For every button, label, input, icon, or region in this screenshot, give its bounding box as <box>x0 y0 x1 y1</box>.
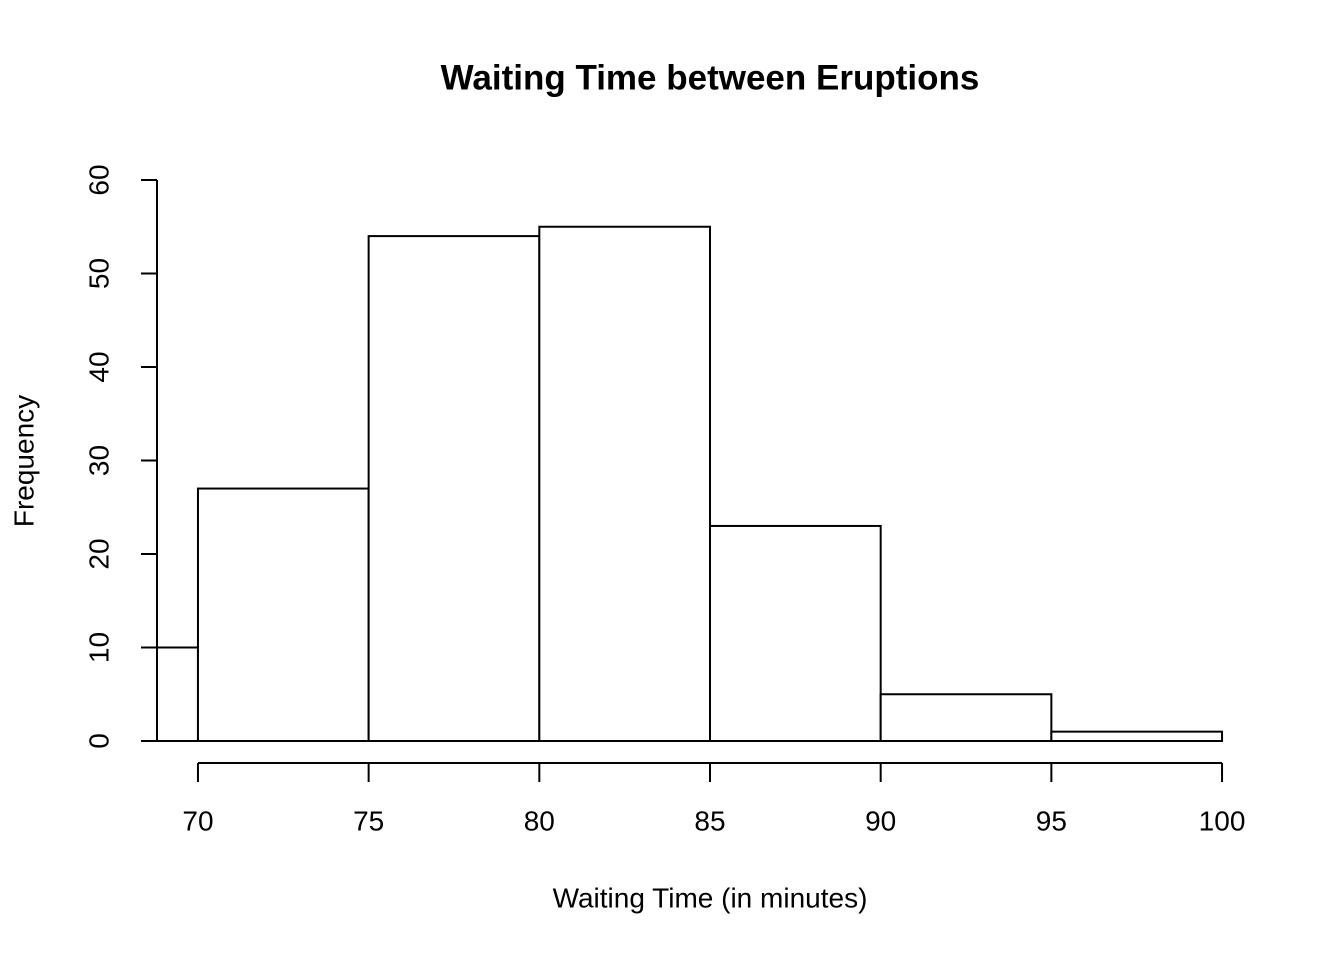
bar <box>367 235 541 742</box>
x-tick-label: 95 <box>1036 805 1067 836</box>
bar <box>196 487 370 742</box>
bar <box>709 524 882 743</box>
x-tick-label: 70 <box>182 805 213 836</box>
chart-title: Waiting Time between Eruptions <box>441 58 980 97</box>
x-tick-label: 75 <box>353 805 384 836</box>
x-tick-label: 80 <box>524 805 555 836</box>
y-tick-label: 0 <box>83 733 114 749</box>
bar <box>879 693 1053 742</box>
y-tick-label: 10 <box>83 632 114 663</box>
x-tick-label: 90 <box>865 805 896 836</box>
y-tick-label: 30 <box>83 445 114 476</box>
x-tick-label: 85 <box>694 805 725 836</box>
y-tick-label: 50 <box>83 258 114 289</box>
x-tick-label: 100 <box>1199 805 1246 836</box>
bar <box>538 225 711 742</box>
y-tick-label: 60 <box>83 164 114 195</box>
bars <box>157 225 1224 743</box>
y-axis-label: Frequency <box>8 395 39 527</box>
x-axis-label: Waiting Time (in minutes) <box>553 882 868 913</box>
y-tick-label: 20 <box>83 538 114 569</box>
bar <box>1050 730 1224 743</box>
y-tick-label: 40 <box>83 351 114 382</box>
